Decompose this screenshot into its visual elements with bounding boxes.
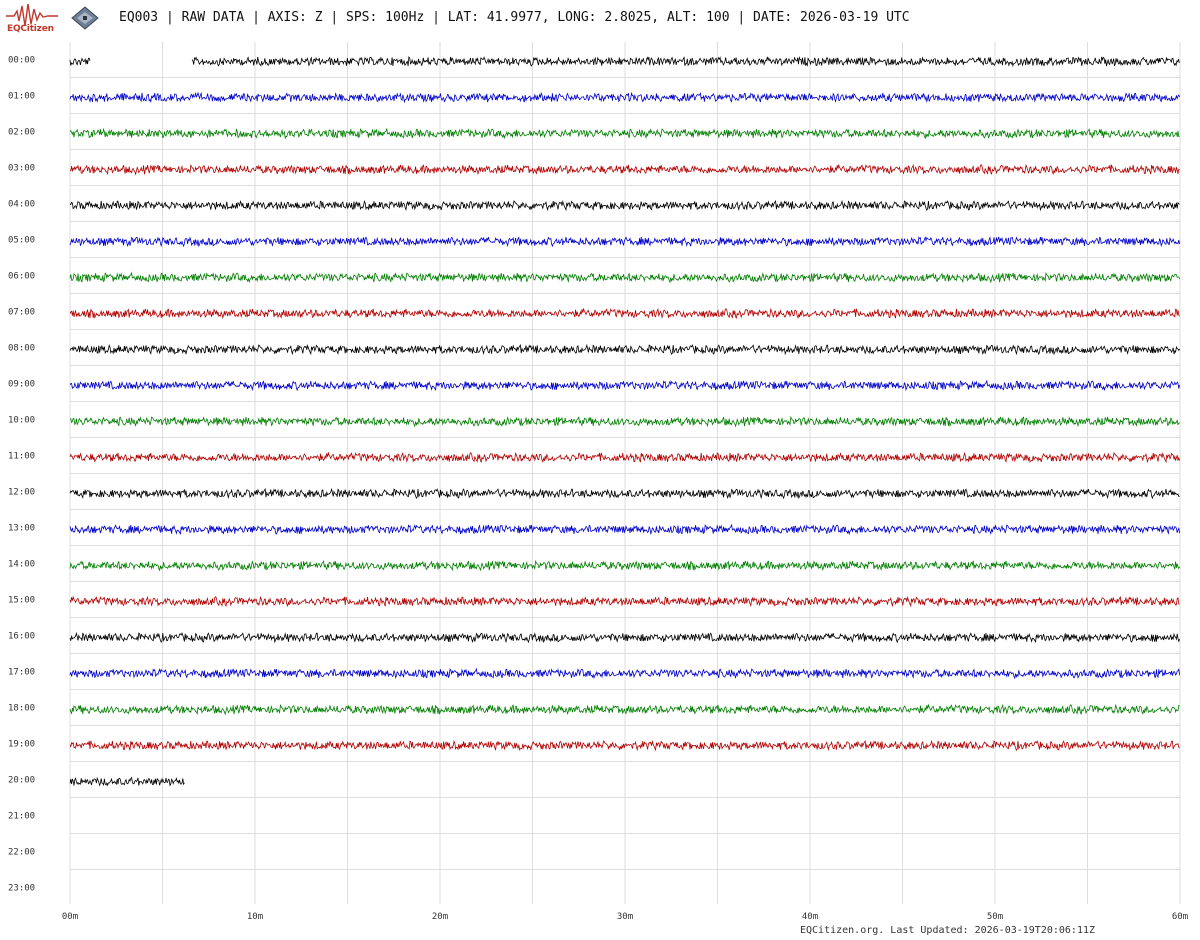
trace-0300 bbox=[69, 163, 1180, 176]
device-icon bbox=[71, 6, 99, 30]
title-long: LONG: 2.8025 bbox=[557, 10, 652, 25]
trace-0400 bbox=[69, 199, 1180, 212]
x-tick-label: 30m bbox=[617, 912, 633, 922]
title-separator: | bbox=[244, 10, 268, 25]
y-tick-label: 14:00 bbox=[8, 560, 35, 570]
eqcitizen-logo bbox=[6, 3, 58, 27]
y-axis-labels: 00:00 01:00 02:00 03:00 04:00 05:00 06:00 07:00… bbox=[8, 56, 35, 894]
trace-0100 bbox=[69, 91, 1180, 104]
y-tick-label: 07:00 bbox=[8, 308, 35, 318]
trace-0700 bbox=[69, 307, 1180, 320]
trace-1900 bbox=[69, 739, 1180, 752]
x-tick-label: 20m bbox=[432, 912, 448, 922]
trace-0600 bbox=[69, 271, 1180, 284]
trace-1800 bbox=[69, 703, 1180, 716]
title-separator: | bbox=[729, 10, 754, 25]
trace-1000 bbox=[69, 416, 1180, 428]
title-data-type: RAW DATA bbox=[181, 10, 245, 25]
y-tick-label: 23:00 bbox=[8, 884, 35, 894]
trace-0500 bbox=[69, 236, 1180, 248]
y-tick-label: 21:00 bbox=[8, 812, 35, 822]
trace-1200 bbox=[69, 487, 1180, 500]
y-tick-label: 11:00 bbox=[8, 452, 35, 462]
trace-0900 bbox=[69, 379, 1180, 392]
plot-grid bbox=[69, 42, 1181, 904]
y-tick-label: 00:00 bbox=[8, 56, 35, 66]
title-separator: | bbox=[158, 10, 182, 25]
y-tick-label: 13:00 bbox=[8, 524, 35, 534]
y-tick-label: 01:00 bbox=[8, 92, 35, 102]
y-tick-label: 05:00 bbox=[8, 236, 35, 246]
y-tick-label: 06:00 bbox=[8, 272, 35, 282]
title-comma: , bbox=[541, 10, 558, 25]
trace-1300 bbox=[69, 523, 1180, 536]
title-separator: | bbox=[322, 10, 347, 25]
x-tick-label: 50m bbox=[987, 912, 1003, 922]
trace-1700 bbox=[69, 667, 1180, 680]
trace-1100 bbox=[69, 451, 1180, 464]
title-lat: LAT: 41.9977 bbox=[447, 10, 542, 25]
trace-1600 bbox=[69, 631, 1180, 644]
y-tick-label: 17:00 bbox=[8, 668, 35, 678]
y-tick-label: 12:00 bbox=[8, 488, 35, 498]
y-tick-label: 02:00 bbox=[8, 128, 35, 138]
y-tick-label: 16:00 bbox=[8, 632, 35, 642]
x-tick-label: 00m bbox=[62, 912, 78, 922]
logo-text: EQCitizen bbox=[7, 24, 54, 34]
title-separator: | bbox=[424, 10, 448, 25]
title-alt: ALT: 100 bbox=[666, 10, 730, 25]
y-tick-label: 22:00 bbox=[8, 848, 35, 858]
title-date: DATE: 2026-03-19 UTC bbox=[753, 10, 910, 25]
trace-1500 bbox=[69, 595, 1180, 608]
trace-2000 bbox=[69, 776, 185, 787]
trace-1400 bbox=[69, 560, 1180, 572]
x-tick-label: 60m bbox=[1172, 912, 1188, 922]
y-tick-label: 09:00 bbox=[8, 380, 35, 390]
trace-0000 bbox=[191, 55, 1180, 68]
seismogram-logo-mark bbox=[6, 3, 58, 27]
trace-0800 bbox=[69, 343, 1180, 356]
y-tick-label: 18:00 bbox=[8, 704, 35, 714]
x-tick-label: 40m bbox=[802, 912, 818, 922]
y-tick-label: 19:00 bbox=[8, 740, 35, 750]
y-tick-label: 10:00 bbox=[8, 416, 35, 426]
trace-0200 bbox=[69, 127, 1180, 140]
footer-updated: EQCitizen.org. Last Updated: 2026-03-19T… bbox=[800, 925, 1096, 936]
title-axis: AXIS: Z bbox=[267, 10, 323, 25]
title-comma: , bbox=[651, 10, 667, 25]
x-axis-labels: 00m 10m 20m 30m 40m 50m 60m bbox=[62, 912, 1188, 922]
y-tick-label: 08:00 bbox=[8, 344, 35, 354]
trace-group bbox=[69, 55, 1180, 787]
title-station: EQ003 bbox=[119, 10, 159, 25]
y-tick-label: 04:00 bbox=[8, 200, 35, 210]
chart-title: EQ003 | RAW DATA | AXIS: Z | SPS: 100Hz … bbox=[119, 10, 910, 25]
y-tick-label: 20:00 bbox=[8, 776, 35, 786]
y-tick-label: 15:00 bbox=[8, 596, 35, 606]
trace-0000 bbox=[69, 57, 91, 66]
title-sps: SPS: 100Hz bbox=[346, 10, 425, 25]
x-tick-label: 10m bbox=[247, 912, 263, 922]
y-tick-label: 03:00 bbox=[8, 164, 35, 174]
